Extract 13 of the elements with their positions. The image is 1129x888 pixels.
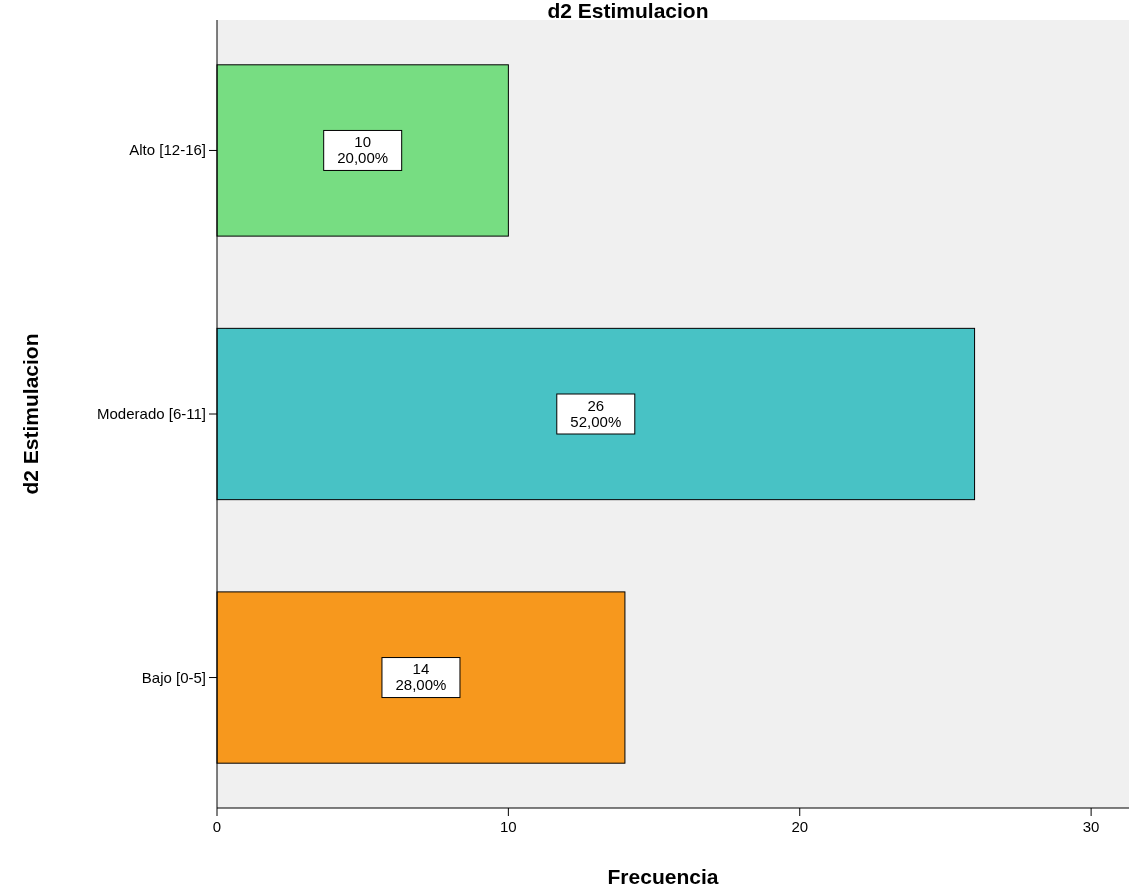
y-tick-label: Alto [12-16]: [129, 141, 206, 159]
x-tick-label: 30: [1082, 818, 1100, 835]
y-tick-label: Moderado [6-11]: [97, 405, 206, 422]
x-tick-label: 10: [500, 818, 517, 835]
data-label: 14 28,00%: [395, 660, 447, 694]
x-tick-label: 20: [791, 818, 809, 835]
chart-title: d2 Estimulacion: [547, 0, 709, 22]
x-tick-label: 0: [212, 818, 222, 835]
y-tick-label: Bajo [0-5]: [141, 668, 206, 686]
data-label: 26 52,00%: [570, 396, 622, 430]
y-axis-title: d2 Estimulacion: [19, 333, 42, 495]
x-axis-title: Frecuencia: [607, 865, 719, 888]
data-label: 10 20,00%: [337, 133, 389, 167]
